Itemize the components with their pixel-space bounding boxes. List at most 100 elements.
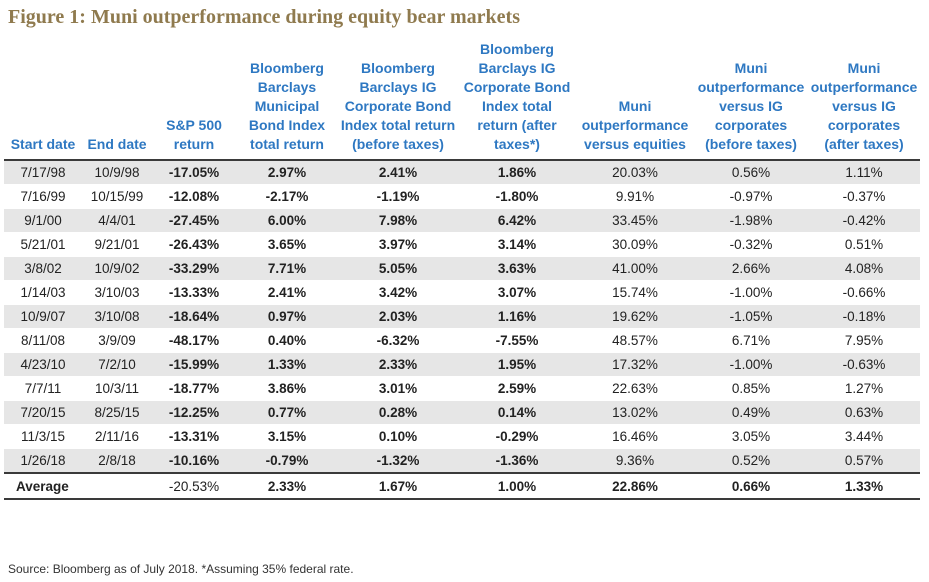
cell-sp500-return: -48.17% <box>152 328 236 353</box>
cell-ig-after-taxes: 3.07% <box>458 280 576 305</box>
cell-end-date: 3/9/09 <box>82 328 152 353</box>
cell-muni-vs-equities: 33.45% <box>576 208 694 233</box>
cell-muni-vs-ig-before: 0.52% <box>694 448 808 474</box>
col-header-muni-vs-ig-after: Muni outperformance versus IG corporates… <box>808 40 920 161</box>
cell-muni-vs-equities: 16.46% <box>576 424 694 449</box>
cell-muni-vs-ig-after: -0.66% <box>808 280 920 305</box>
cell-muni-vs-ig-after: 3.44% <box>808 424 920 449</box>
cell-start-date: 4/23/10 <box>4 352 82 377</box>
table-body: 7/17/98 10/9/98 -17.05% 2.97% 2.41% 1.86% 20.0… <box>4 160 920 500</box>
cell-end-date: 9/21/01 <box>82 232 152 257</box>
cell-muni-return: 2.41% <box>236 280 338 305</box>
cell-muni-vs-equities: 9.36% <box>576 448 694 474</box>
cell-ig-before-taxes: -1.32% <box>338 448 458 474</box>
cell-ig-after-taxes: 1.16% <box>458 304 576 329</box>
cell-muni-return: 0.40% <box>236 328 338 353</box>
cell-muni-vs-ig-after: 0.51% <box>808 232 920 257</box>
cell-muni-vs-ig-before: -0.32% <box>694 232 808 257</box>
table-row: 1/14/03 3/10/03 -13.33% 2.41% 3.42% 3.07% 15.7… <box>4 280 920 305</box>
cell-ig-after-taxes: 0.14% <box>458 400 576 425</box>
cell-start-date: 7/7/11 <box>4 376 82 401</box>
cell-end-date: 3/10/08 <box>82 304 152 329</box>
avg-muni-vs-ig-after: 1.33% <box>808 472 920 500</box>
cell-ig-after-taxes: -1.80% <box>458 184 576 209</box>
figure-title: Figure 1: Muni outperformance during equ… <box>8 6 521 28</box>
col-header-end-date: End date <box>82 40 152 161</box>
cell-muni-vs-ig-before: -1.00% <box>694 352 808 377</box>
col-header-muni-return: Bloomberg Barclays Municipal Bond Index … <box>236 40 338 161</box>
table-row: 8/11/08 3/9/09 -48.17% 0.40% -6.32% -7.55% 48.… <box>4 328 920 353</box>
cell-muni-vs-ig-after: -0.42% <box>808 208 920 233</box>
cell-sp500-return: -12.25% <box>152 400 236 425</box>
cell-sp500-return: -17.05% <box>152 160 236 185</box>
cell-muni-vs-ig-before: 0.85% <box>694 376 808 401</box>
cell-muni-vs-ig-after: 0.57% <box>808 448 920 474</box>
table-row: 3/8/02 10/9/02 -33.29% 7.71% 5.05% 3.63% 41.00… <box>4 256 920 281</box>
cell-sp500-return: -13.31% <box>152 424 236 449</box>
header-row: Start date End date S&P 500 return Bloom… <box>4 40 920 161</box>
col-header-ig-after-taxes: Bloomberg Barclays IG Corporate Bond Ind… <box>458 40 576 161</box>
cell-muni-vs-ig-before: 3.05% <box>694 424 808 449</box>
cell-start-date: 1/26/18 <box>4 448 82 474</box>
average-label: Average <box>4 472 152 500</box>
cell-muni-return: 3.86% <box>236 376 338 401</box>
cell-muni-vs-equities: 19.62% <box>576 304 694 329</box>
table-row: 9/1/00 4/4/01 -27.45% 6.00% 7.98% 6.42% 33.45%… <box>4 208 920 233</box>
cell-ig-after-taxes: 1.86% <box>458 160 576 185</box>
table-row: 7/20/15 8/25/15 -12.25% 0.77% 0.28% 0.14% 13.0… <box>4 400 920 425</box>
cell-muni-vs-ig-after: 0.63% <box>808 400 920 425</box>
cell-muni-vs-ig-after: 4.08% <box>808 256 920 281</box>
cell-muni-vs-equities: 17.32% <box>576 352 694 377</box>
cell-end-date: 8/25/15 <box>82 400 152 425</box>
avg-ig-before-taxes: 1.67% <box>338 472 458 500</box>
cell-muni-return: 7.71% <box>236 256 338 281</box>
table-row: 1/26/18 2/8/18 -10.16% -0.79% -1.32% -1.36% 9.… <box>4 448 920 474</box>
cell-end-date: 4/4/01 <box>82 208 152 233</box>
cell-ig-before-taxes: 7.98% <box>338 208 458 233</box>
cell-ig-before-taxes: -6.32% <box>338 328 458 353</box>
avg-muni-vs-ig-before: 0.66% <box>694 472 808 500</box>
cell-ig-before-taxes: 2.03% <box>338 304 458 329</box>
cell-end-date: 10/3/11 <box>82 376 152 401</box>
cell-start-date: 11/3/15 <box>4 424 82 449</box>
cell-muni-vs-ig-after: -0.63% <box>808 352 920 377</box>
cell-muni-vs-ig-before: 0.56% <box>694 160 808 185</box>
cell-sp500-return: -12.08% <box>152 184 236 209</box>
table-row: 7/17/98 10/9/98 -17.05% 2.97% 2.41% 1.86% 20.0… <box>4 160 920 185</box>
cell-start-date: 3/8/02 <box>4 256 82 281</box>
cell-ig-after-taxes: -1.36% <box>458 448 576 474</box>
cell-muni-return: 3.65% <box>236 232 338 257</box>
cell-ig-after-taxes: 3.14% <box>458 232 576 257</box>
cell-muni-vs-ig-before: -1.05% <box>694 304 808 329</box>
cell-ig-before-taxes: 3.42% <box>338 280 458 305</box>
cell-ig-after-taxes: 1.95% <box>458 352 576 377</box>
cell-end-date: 10/9/98 <box>82 160 152 185</box>
cell-muni-vs-ig-before: -0.97% <box>694 184 808 209</box>
cell-ig-before-taxes: -1.19% <box>338 184 458 209</box>
cell-ig-after-taxes: 6.42% <box>458 208 576 233</box>
cell-muni-vs-ig-after: -0.18% <box>808 304 920 329</box>
avg-sp500-return: -20.53% <box>152 472 236 500</box>
cell-ig-before-taxes: 2.33% <box>338 352 458 377</box>
cell-muni-return: 1.33% <box>236 352 338 377</box>
cell-ig-before-taxes: 3.97% <box>338 232 458 257</box>
cell-ig-after-taxes: 3.63% <box>458 256 576 281</box>
col-header-start-date: Start date <box>4 40 82 161</box>
table-row: 7/16/99 10/15/99 -12.08% -2.17% -1.19% -1.80%… <box>4 184 920 209</box>
avg-muni-return: 2.33% <box>236 472 338 500</box>
cell-muni-vs-ig-after: 7.95% <box>808 328 920 353</box>
cell-muni-return: 3.15% <box>236 424 338 449</box>
col-header-muni-vs-ig-before: Muni outperformance versus IG corporates… <box>694 40 808 161</box>
cell-start-date: 1/14/03 <box>4 280 82 305</box>
cell-sp500-return: -10.16% <box>152 448 236 474</box>
cell-start-date: 7/20/15 <box>4 400 82 425</box>
cell-muni-vs-equities: 9.91% <box>576 184 694 209</box>
table-row: 11/3/15 2/11/16 -13.31% 3.15% 0.10% -0.29% 16.… <box>4 424 920 449</box>
cell-ig-after-taxes: -7.55% <box>458 328 576 353</box>
cell-start-date: 9/1/00 <box>4 208 82 233</box>
cell-sp500-return: -13.33% <box>152 280 236 305</box>
cell-start-date: 5/21/01 <box>4 232 82 257</box>
cell-sp500-return: -18.64% <box>152 304 236 329</box>
cell-muni-vs-equities: 41.00% <box>576 256 694 281</box>
cell-start-date: 7/16/99 <box>4 184 82 209</box>
